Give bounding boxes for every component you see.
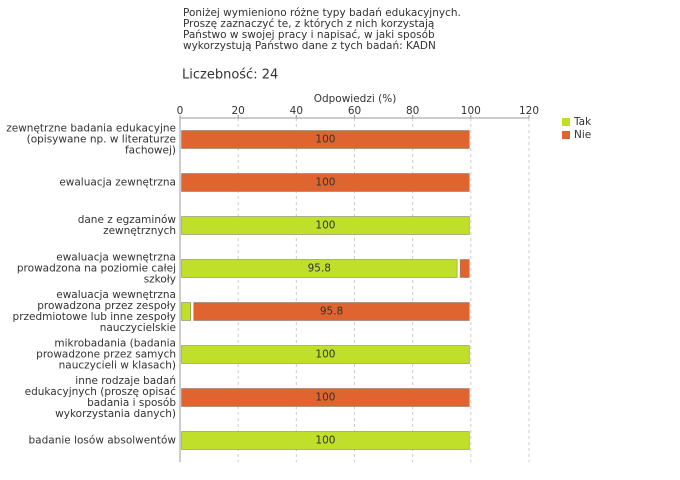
x-tick-label: 0 xyxy=(177,105,184,117)
category-label-line: (opisywane np. w literaturze xyxy=(27,134,176,146)
value-label: 100 xyxy=(315,349,335,361)
category-label-line: prowadzone przez samych xyxy=(36,349,176,361)
bar-segment xyxy=(181,345,470,364)
category-label: ewaluacja wewnętrzna prowadzona na poziom… xyxy=(17,252,176,286)
category-label-line: nauczycieli w klasach) xyxy=(59,360,176,372)
legend-label: Tak xyxy=(573,116,592,128)
x-tick-label: 100 xyxy=(461,105,481,117)
bar-segment xyxy=(181,130,470,149)
legend-label: Nie xyxy=(574,129,591,141)
value-label: 100 xyxy=(315,220,335,232)
value-label: 100 xyxy=(315,435,335,447)
x-axis-label: Odpowiedzi (%) xyxy=(314,93,397,105)
subtitle: Liczebność: 24 xyxy=(182,68,278,83)
category-label: zewnętrzne badania edukacyjne (opisywane … xyxy=(6,123,176,157)
value-label: 95.8 xyxy=(308,263,331,275)
category-label-line: szkoły xyxy=(144,274,176,286)
value-label: 100 xyxy=(315,392,335,404)
title-line: Poniżej wymieniono różne typy badań eduk… xyxy=(183,7,461,19)
x-tick-label: 40 xyxy=(290,105,303,117)
category-label-line: mikrobadania (badania xyxy=(54,338,176,350)
value-label: 100 xyxy=(315,134,335,146)
category-label: mikrobadania (badania prowadzone przez sa… xyxy=(36,338,176,372)
category-label-line: badanie losów absolwentów xyxy=(29,435,177,447)
bar-segment xyxy=(181,302,191,321)
category-label: inne rodzaje badań edukacyjnych (proszę o… xyxy=(25,375,177,420)
x-tick-label: 60 xyxy=(348,105,361,117)
x-tick-label: 80 xyxy=(406,105,419,117)
category-label: ewaluacja zewnętrzna xyxy=(59,177,176,189)
title-line: Proszę zaznaczyć te, z których z nich ko… xyxy=(183,18,434,30)
title-line: Państwo w swojej pracy i napisać, w jaki… xyxy=(183,29,435,41)
category-label-line: badania i sposób xyxy=(87,397,176,409)
legend-swatch xyxy=(562,131,570,139)
category-label-line: fachowej) xyxy=(125,145,176,157)
category-label-line: prowadzona przez zespoły xyxy=(37,300,176,312)
category-label-line: inne rodzaje badań xyxy=(75,375,176,387)
category-label-line: dane z egzaminów xyxy=(78,214,177,226)
x-tick-label: 120 xyxy=(519,105,539,117)
category-label-line: ewaluacja wewnętrzna xyxy=(56,252,176,264)
value-label: 100 xyxy=(315,177,335,189)
title-line: wykorzystują Państwo dane z tych badań: … xyxy=(183,40,436,52)
legend-swatch xyxy=(562,118,570,126)
bar-segment xyxy=(181,388,470,407)
bar-segment xyxy=(193,302,470,321)
category-label-line: wykorzystania danych) xyxy=(55,408,176,420)
bar-segment xyxy=(181,173,470,192)
value-label: 95.8 xyxy=(320,306,343,318)
bar-segment xyxy=(181,259,458,278)
category-label-line: edukacyjnych (proszę opisać xyxy=(25,386,177,398)
category-label: dane z egzaminów zewnętrznych xyxy=(78,214,177,237)
bar-segment xyxy=(459,259,470,278)
category-label-line: przedmiotowe lub inne zespoły xyxy=(13,311,176,323)
category-label-line: ewaluacja zewnętrzna xyxy=(59,177,176,189)
x-tick-label: 20 xyxy=(231,105,244,117)
category-label-line: nauczycielskie xyxy=(100,322,176,334)
category-label-line: prowadzona na poziomie całej xyxy=(17,263,176,275)
bar-segment xyxy=(181,216,470,235)
category-label: ewaluacja wewnętrzna prowadzona przez zes… xyxy=(13,289,176,334)
category-label-line: ewaluacja wewnętrzna xyxy=(56,289,176,301)
category-label-line: zewnętrzne badania edukacyjne xyxy=(6,123,176,135)
category-label-line: zewnętrznych xyxy=(103,225,176,237)
category-label: badanie losów absolwentów xyxy=(29,435,177,447)
bar-segment xyxy=(181,431,470,450)
